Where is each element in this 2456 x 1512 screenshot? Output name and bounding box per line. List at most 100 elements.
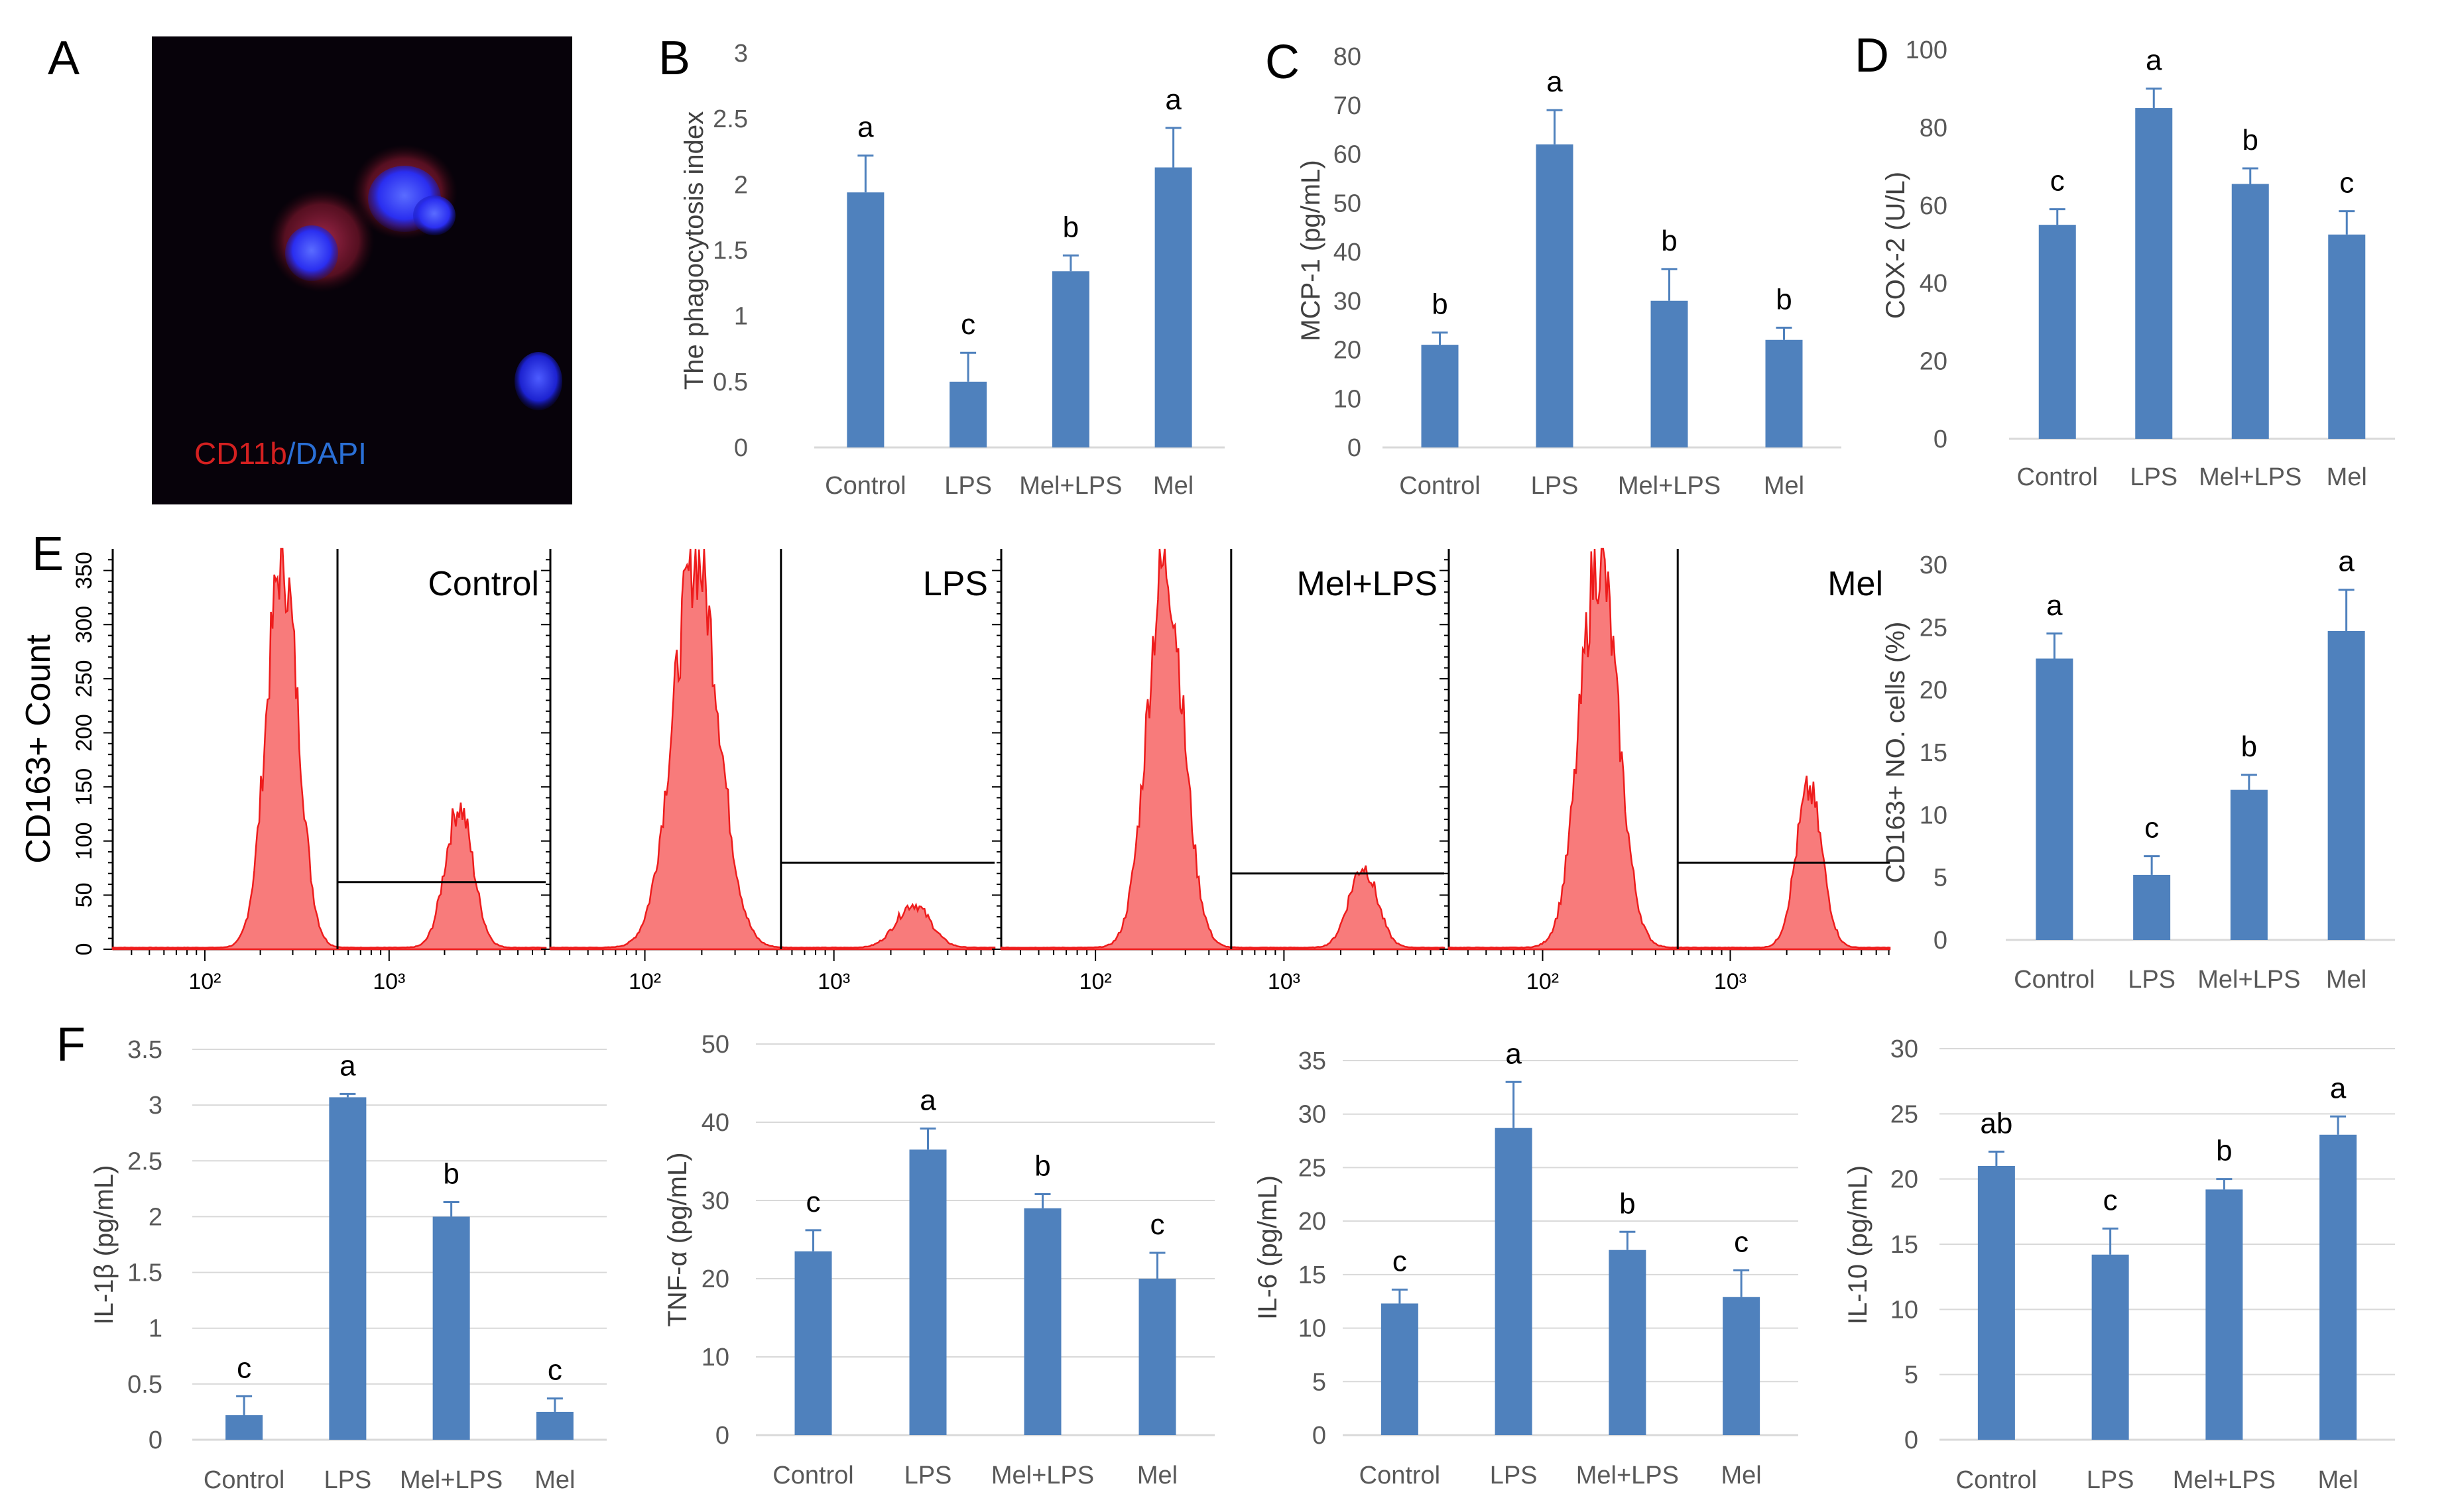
y-tick-label: 30	[702, 1187, 729, 1215]
flow-x-tick-label: 10³	[818, 969, 850, 994]
y-tick-label: 60	[1333, 141, 1361, 169]
bar-chart-cox2: 0 20 40 60 80 100 COX-2 (U/L) c Control a LPS b Mel+…	[1881, 36, 2395, 491]
y-tick-label: 40	[1333, 239, 1361, 266]
bar	[1381, 1303, 1418, 1435]
category-label: LPS	[944, 472, 992, 500]
category-label: Mel	[534, 1466, 575, 1494]
category-label: Mel	[2327, 463, 2367, 491]
panel-label-a: A	[48, 32, 80, 85]
category-label: Control	[772, 1462, 854, 1489]
flow-panel: 10² 10³ Mel+LPS	[992, 548, 1445, 994]
y-tick-label: 80	[1333, 43, 1361, 71]
y-tick-label: 0	[1312, 1422, 1326, 1450]
flow-x-tick-label: 10²	[1079, 969, 1112, 994]
y-tick-label: 60	[1920, 192, 1947, 220]
significance-letter: b	[2242, 124, 2258, 156]
y-tick-label: 20	[1920, 677, 1947, 705]
flow-panel: 10² 10³ LPS	[541, 548, 996, 994]
category-label: Control	[204, 1466, 285, 1494]
legend-stain: DAPI	[296, 436, 367, 471]
panel-label-c: C	[1265, 36, 1300, 89]
y-tick-label: 20	[702, 1265, 729, 1293]
bar	[2205, 1189, 2243, 1440]
bar	[329, 1097, 367, 1440]
significance-letter: a	[2338, 546, 2355, 578]
flow-y-tick-label: 200	[72, 714, 97, 752]
y-tick-label: 5	[1934, 864, 1947, 892]
bar	[909, 1149, 947, 1435]
y-tick-label: 50	[1333, 190, 1361, 217]
significance-letter: b	[443, 1158, 459, 1191]
significance-letter: b	[2241, 730, 2257, 763]
bar	[1138, 1279, 1176, 1435]
significance-letter: a	[2330, 1072, 2347, 1104]
category-label: Control	[2014, 966, 2095, 994]
bar	[1024, 1208, 1062, 1435]
significance-letter: a	[2146, 44, 2162, 77]
y-tick-label: 0	[1934, 426, 1947, 453]
bar	[1723, 1297, 1760, 1435]
flow-panel-title: LPS	[923, 565, 988, 603]
bar	[1609, 1250, 1646, 1435]
flow-x-tick-label: 10³	[373, 969, 405, 994]
flow-x-tick-label: 10³	[1268, 969, 1300, 994]
histogram-trace	[1000, 548, 1445, 951]
significance-letter: c	[237, 1352, 251, 1384]
bar	[536, 1411, 574, 1440]
significance-letter: c	[2144, 812, 2159, 844]
histogram-trace	[1447, 548, 1891, 951]
significance-letter: a	[920, 1084, 936, 1116]
flow-y-tick-label: 0	[72, 943, 97, 956]
category-label: Mel	[1764, 472, 1804, 500]
category-label: Mel+LPS	[2197, 966, 2300, 994]
y-tick-label: 25	[1298, 1154, 1326, 1182]
significance-letter: c	[2050, 165, 2065, 198]
y-tick-label: 0	[1934, 927, 1947, 955]
y-tick-label: 30	[1890, 1035, 1918, 1063]
category-label: LPS	[1531, 472, 1579, 500]
bar-chart-phagocytosis: 0 0.5 1 1.5 2 2.5 3 The phagocytosis index a Cont…	[680, 40, 1225, 500]
significance-letter: c	[548, 1354, 562, 1387]
y-axis-label: IL-6 (pg/mL)	[1253, 1175, 1282, 1320]
bar	[1977, 1166, 2015, 1440]
bar-chart-il6: 0 5 10 15 20 25 30 35 IL-6 (pg/mL) c Control a LPS b M…	[1253, 1037, 1798, 1489]
flow-y-tick-label: 250	[72, 660, 97, 698]
category-label: Mel+LPS	[2199, 463, 2302, 491]
category-label: LPS	[2087, 1466, 2134, 1494]
legend-sep: /	[287, 436, 296, 471]
significance-letter: b	[1776, 283, 1792, 316]
y-tick-label: 2	[149, 1203, 162, 1231]
y-axis-label: IL-10 (pg/mL)	[1843, 1165, 1873, 1324]
y-tick-label: 25	[1890, 1100, 1918, 1128]
y-tick-label: 30	[1298, 1101, 1326, 1129]
bar	[1765, 339, 1803, 447]
bar	[2133, 874, 2171, 940]
category-label: Control	[2017, 463, 2099, 491]
bar	[2319, 1134, 2357, 1440]
category-label: LPS	[2130, 463, 2178, 491]
y-tick-label: 20	[1298, 1208, 1326, 1236]
y-tick-label: 30	[1333, 288, 1361, 316]
y-tick-label: 0	[1347, 434, 1361, 462]
category-label: Control	[1956, 1466, 2038, 1494]
significance-letter: b	[1063, 211, 1079, 243]
y-tick-label: 1.5	[127, 1259, 162, 1287]
bar-chart-il1b: 0 0.5 1 1.5 2 2.5 3 3.5 IL-1β (pg/mL) c Control a LP…	[90, 1036, 607, 1494]
category-label: LPS	[904, 1462, 952, 1489]
panel-label-f: F	[56, 1018, 86, 1071]
bar	[2327, 630, 2365, 940]
y-tick-label: 15	[1920, 739, 1947, 767]
y-tick-label: 3	[149, 1092, 162, 1120]
bar	[2038, 225, 2076, 439]
histogram-trace	[111, 548, 547, 951]
bar-chart-cd163: 0 5 10 15 20 25 30 CD163+ NO. cells (%) a Control…	[1881, 546, 2395, 994]
category-label: Mel+LPS	[1019, 472, 1122, 500]
flow-y-tick-label: 50	[72, 882, 97, 907]
panel-label-d: D	[1855, 29, 1889, 82]
significance-letter: a	[1546, 66, 1563, 98]
category-label: Mel+LPS	[991, 1462, 1094, 1489]
cell-nucleus-2b	[413, 196, 456, 235]
bar-chart-il10: 0 5 10 15 20 25 30 IL-10 (pg/mL) ab Control c LPS b M…	[1843, 1035, 2395, 1494]
bar	[1421, 345, 1459, 447]
bar	[2091, 1254, 2129, 1440]
